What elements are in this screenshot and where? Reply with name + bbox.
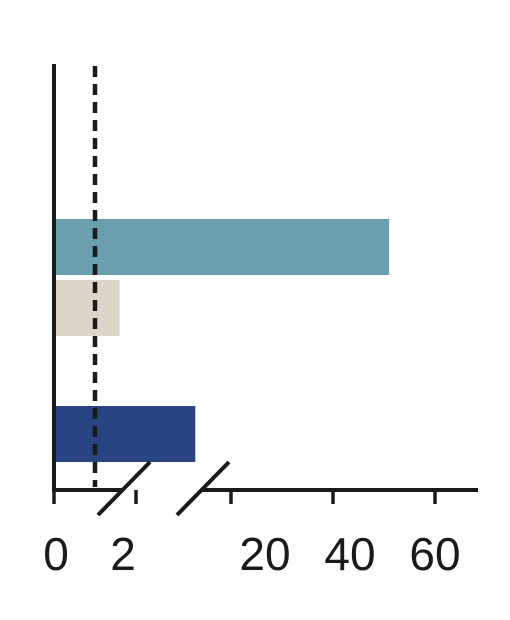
x-tick-label-20: 20 [239, 528, 290, 580]
bar-3 [54, 406, 196, 462]
axis-break-mark-1 [96, 460, 152, 517]
axis-break-mark-2 [175, 460, 231, 517]
x-tick-label-2: 2 [110, 528, 136, 580]
bar-1 [54, 219, 390, 275]
axis-break-marks [96, 460, 231, 517]
x-tick-label-40: 40 [324, 528, 375, 580]
x-tick-labels: 0 2 20 40 60 [43, 528, 460, 580]
x-tick-label-60: 60 [409, 528, 460, 580]
bar-2 [54, 280, 120, 336]
x-tick-label-0: 0 [43, 528, 69, 580]
x-axis [52, 488, 478, 504]
bars-layer [54, 219, 390, 462]
